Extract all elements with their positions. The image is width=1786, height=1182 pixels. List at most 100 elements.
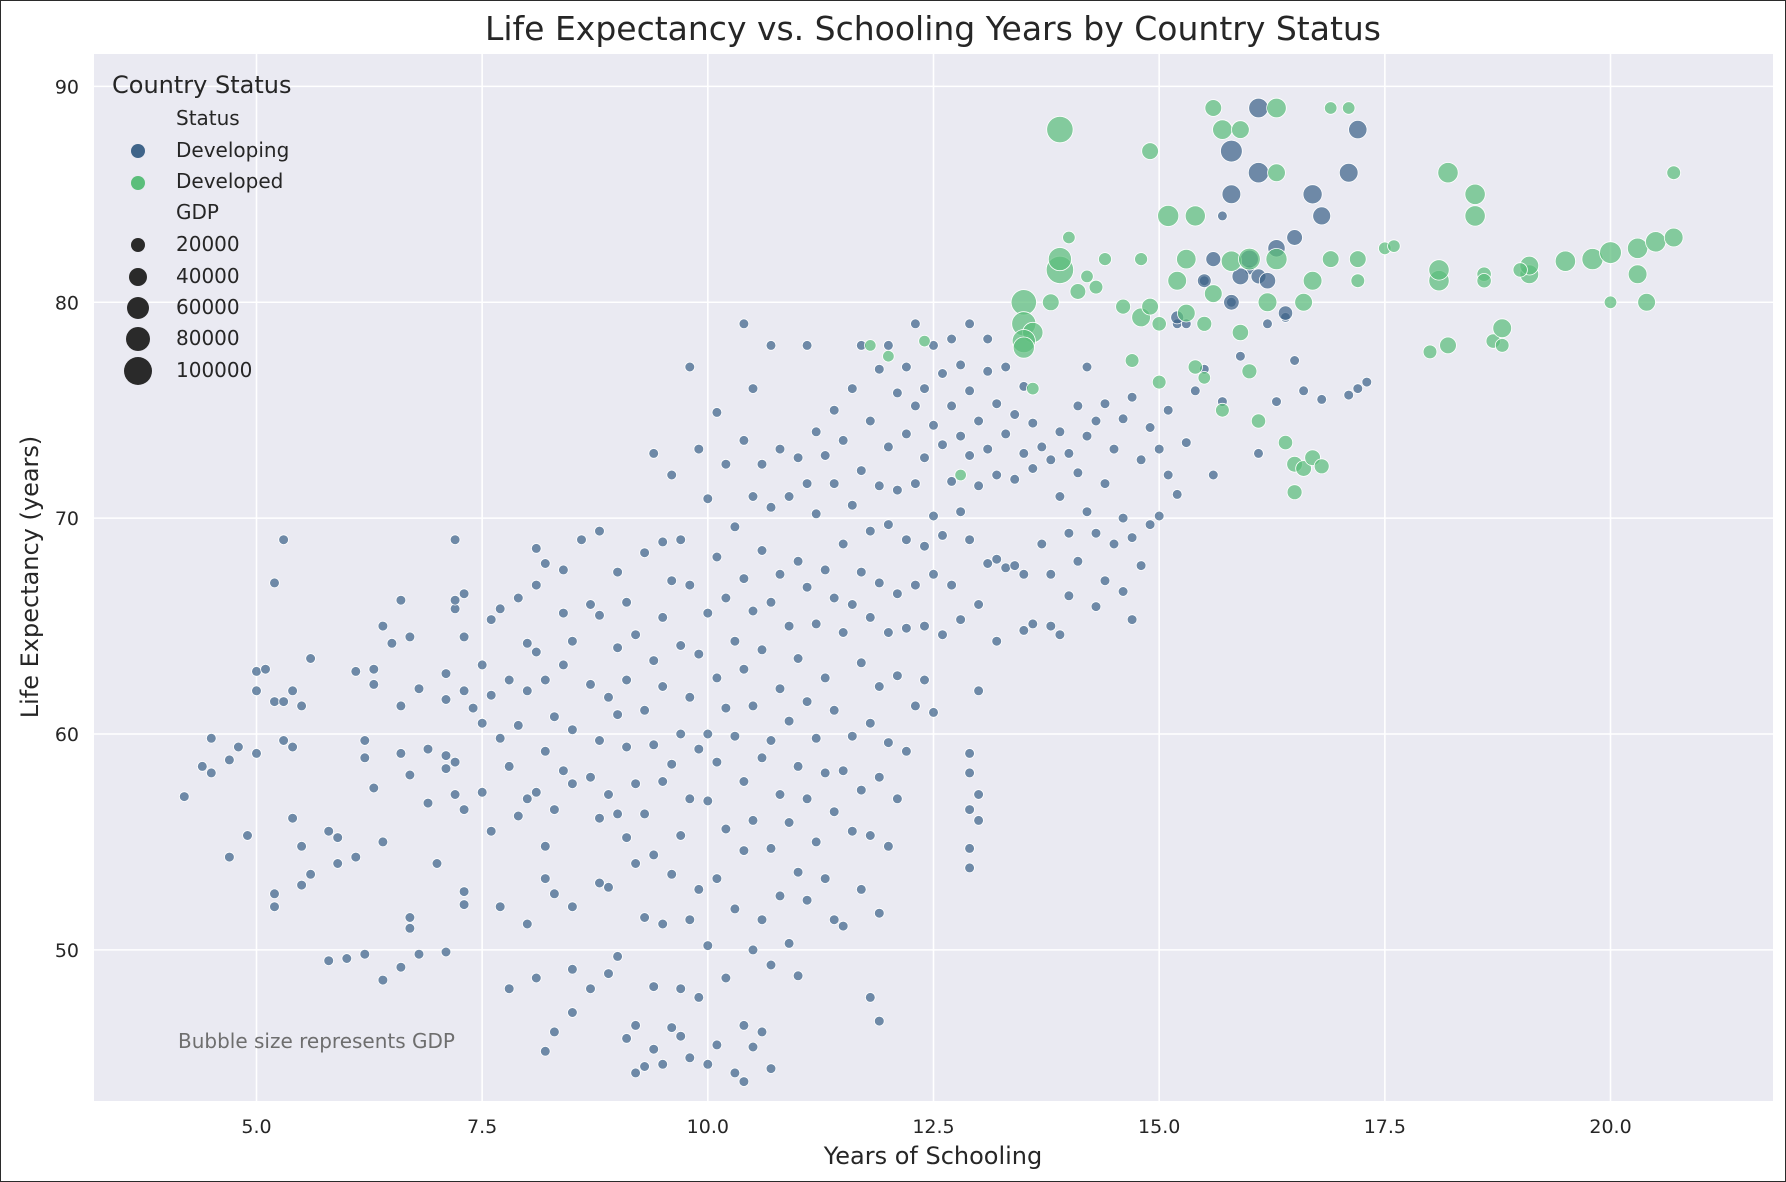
legend-marker-developed [131,176,145,190]
data-point-developing [278,735,289,746]
data-point-developed [1257,292,1278,313]
data-point-developed [1196,315,1213,332]
x-tick-label: 7.5 [467,1116,497,1138]
data-point-developing [1081,430,1093,442]
chart-title: Life Expectancy vs. Schooling Years by C… [485,9,1381,48]
data-point-developing [567,901,578,912]
data-point-developing [657,918,668,930]
data-point-developing [837,920,849,932]
data-point-developing [630,858,641,869]
data-point-developing [1271,396,1282,407]
data-point-developing [1108,538,1120,550]
data-point-developing [937,368,948,379]
data-point-developing [269,888,280,900]
data-point-developing [621,741,632,753]
data-point-developing [1181,437,1192,448]
data-point-developing [720,702,732,714]
data-point-developing [964,450,975,461]
data-point-developing [873,480,885,492]
data-point-developing [864,612,876,623]
data-point-developing [251,666,262,677]
data-point-developing [612,709,623,720]
data-point-developed [1666,165,1681,181]
data-point-developing [747,605,759,617]
data-point-developing [910,318,921,330]
legend-size-marker-100000 [124,357,152,385]
data-point-developing [729,903,741,915]
data-point-developed [1241,363,1258,380]
data-point-developing [603,691,614,703]
data-point-developing [377,974,389,986]
data-point-developing [242,830,253,841]
data-point-developing [585,771,596,783]
data-point-developing [377,836,389,848]
data-point-developed [1184,205,1206,227]
data-point-developing [1099,478,1111,489]
data-point-developing [1072,555,1084,567]
data-point-developing [892,387,903,399]
data-point-developing [720,972,732,984]
data-point-developing [783,715,795,727]
data-point-developing [693,443,705,455]
data-point-developing [1090,601,1102,612]
data-point-developing [738,663,750,675]
data-point-developed [1212,119,1233,140]
data-point-developing [530,646,542,658]
data-point-developed [1141,142,1159,160]
data-point-developed [1231,120,1250,139]
data-point-developing [567,963,578,975]
data-point-developing [964,385,975,397]
data-point-developing [801,478,813,489]
data-point-developing [964,748,975,759]
data-point-developing [1316,394,1327,405]
data-point-developing [449,534,461,545]
data-point-developing [684,914,696,925]
data-point-developed [1627,237,1649,259]
data-point-developing [206,732,217,744]
data-point-developed [1266,97,1287,119]
data-point-developing [946,333,957,345]
data-point-developed [1124,353,1140,368]
legend-size-marker-40000 [129,268,147,286]
data-point-developing [828,404,840,416]
data-point-developing [1205,251,1222,268]
data-point-developing [919,540,930,552]
data-point-developing [1247,162,1270,184]
data-point-developing [621,832,632,843]
data-point-developing [639,547,650,558]
data-point-developed [1464,183,1486,205]
data-point-developing [1099,575,1111,586]
data-point-developing [792,970,804,982]
data-point-developing [964,804,975,815]
data-point-developing [639,1061,650,1072]
data-point-developing [603,968,614,979]
data-point-developing [1027,463,1039,474]
data-point-developing [233,741,244,753]
data-point-developing [991,398,1002,410]
data-point-developed [1231,323,1250,342]
data-point-developing [1045,454,1057,466]
data-point-developing [1054,629,1066,640]
data-point-developing [666,1022,677,1033]
data-point-developing [404,769,416,781]
data-point-developing [801,793,813,805]
y-tick-labels: 50 60 70 80 90 [55,76,79,962]
data-point-developing [864,415,876,427]
data-point-developing [377,620,389,632]
data-point-developed [1167,270,1187,291]
data-point-developing [395,748,407,759]
data-point-developing [539,558,551,569]
data-point-developing [738,1020,750,1031]
data-point-developing [711,407,723,418]
data-point-developing [1036,538,1048,550]
data-point-developed [1134,252,1148,267]
data-point-developing [702,795,714,807]
data-point-developed [1026,381,1040,396]
data-point-developing [910,478,921,489]
legend: Country Status Status Developing Develop… [112,71,291,385]
legend-marker-developing [131,144,145,158]
data-point-developing [503,674,515,686]
data-point-developing [964,318,975,330]
data-point-developing [883,627,894,638]
